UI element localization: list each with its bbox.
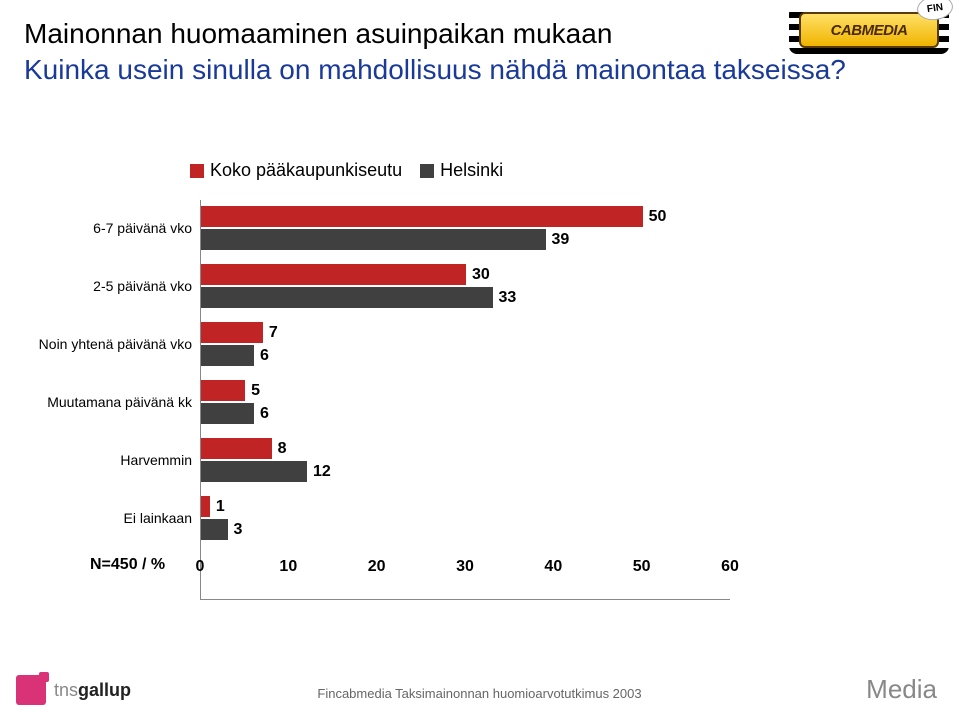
bar-row: 1 <box>201 496 730 517</box>
bar-value-label: 30 <box>466 264 490 285</box>
legend-swatch <box>420 164 434 178</box>
bar-row: 7 <box>201 322 730 343</box>
bar <box>201 264 466 285</box>
x-tick: 60 <box>721 558 739 576</box>
bar-value-label: 8 <box>272 438 287 459</box>
x-tick: 40 <box>544 558 562 576</box>
bar <box>201 461 307 482</box>
chart-area: 6-7 päivänä vko2-5 päivänä vkoNoin yhten… <box>30 200 730 600</box>
bar-value-label: 50 <box>643 206 667 227</box>
bar <box>201 345 254 366</box>
footer-logo-square <box>16 675 46 705</box>
bar-row: 6 <box>201 403 730 424</box>
category-label: Noin yhtenä päivänä vko <box>30 316 200 374</box>
x-tick: 0 <box>196 558 205 576</box>
logo-plate: CABMEDIA <box>799 12 939 48</box>
bar-row: 30 <box>201 264 730 285</box>
bar <box>201 206 643 227</box>
bar-row: 6 <box>201 345 730 366</box>
x-tick: 50 <box>633 558 651 576</box>
brand-logo: CABMEDIA FIN <box>789 6 949 54</box>
bar-row: 8 <box>201 438 730 459</box>
footer-logo: tnsgallup <box>16 675 131 705</box>
category-label: Harvemmin <box>30 432 200 490</box>
plot-area: 50393033765681213 <box>200 200 730 600</box>
x-tick: 10 <box>279 558 297 576</box>
bar <box>201 519 228 540</box>
chart-legend: Koko pääkaupunkiseutu Helsinki <box>190 160 503 181</box>
bar <box>201 322 263 343</box>
bar <box>201 380 245 401</box>
footer-tns-prefix: tns <box>54 680 78 700</box>
category-label: Ei lainkaan <box>30 490 200 548</box>
bar-row: 33 <box>201 287 730 308</box>
bar-value-label: 6 <box>254 403 269 424</box>
bar-row: 3 <box>201 519 730 540</box>
logo-text: CABMEDIA <box>831 22 908 39</box>
bar-value-label: 12 <box>307 461 331 482</box>
y-axis-labels: 6-7 päivänä vko2-5 päivänä vkoNoin yhten… <box>30 200 200 600</box>
bar-group: 50 39 <box>201 200 730 258</box>
bar-value-label: 6 <box>254 345 269 366</box>
chart-title-sub: Kuinka usein sinulla on mahdollisuus näh… <box>24 54 846 86</box>
bar-row: 50 <box>201 206 730 227</box>
bar <box>201 229 546 250</box>
bar-row: 12 <box>201 461 730 482</box>
footer-right-text: Media <box>866 674 937 705</box>
bar <box>201 287 493 308</box>
legend-label: Helsinki <box>440 160 503 181</box>
footer-center-text: Fincabmedia Taksimainonnan huomioarvotut… <box>317 686 641 701</box>
bar-group: 56 <box>201 374 730 432</box>
bar-group: 3033 <box>201 258 730 316</box>
bar-value-label: 3 <box>228 519 243 540</box>
legend-item: Helsinki <box>420 160 503 181</box>
chart-title-main: Mainonnan huomaaminen asuinpaikan mukaan <box>24 18 612 50</box>
bar-row: 5 <box>201 380 730 401</box>
bar-value-label: 1 <box>210 496 225 517</box>
footer-tns-bold: gallup <box>78 680 131 700</box>
bar-row: 39 <box>201 229 730 250</box>
bar-group: 8 12 <box>201 432 730 490</box>
bar <box>201 438 272 459</box>
bar <box>201 403 254 424</box>
bar-value-label: 5 <box>245 380 260 401</box>
x-axis: 0102030405060 <box>200 552 730 582</box>
bar-value-label: 7 <box>263 322 278 343</box>
legend-item: Koko pääkaupunkiseutu <box>190 160 402 181</box>
category-label: 6-7 päivänä vko <box>30 200 200 258</box>
legend-label: Koko pääkaupunkiseutu <box>210 160 402 181</box>
x-tick: 30 <box>456 558 474 576</box>
n-label: N=450 / % <box>90 556 165 574</box>
legend-swatch <box>190 164 204 178</box>
category-label: Muutamana päivänä kk <box>30 374 200 432</box>
bar-value-label: 39 <box>546 229 570 250</box>
category-label: 2-5 päivänä vko <box>30 258 200 316</box>
footer-logo-text: tnsgallup <box>54 680 131 701</box>
x-tick: 20 <box>368 558 386 576</box>
bar-group: 76 <box>201 316 730 374</box>
bar-group: 13 <box>201 490 730 548</box>
bar-value-label: 33 <box>493 287 517 308</box>
bar <box>201 496 210 517</box>
